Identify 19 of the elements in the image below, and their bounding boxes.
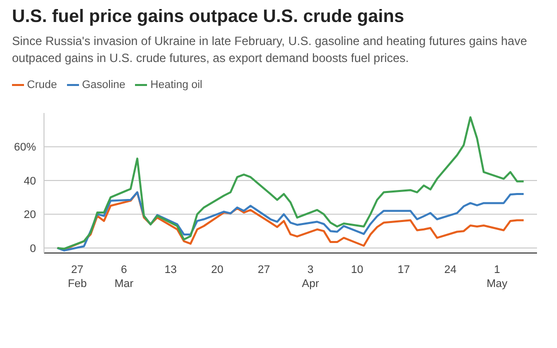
y-tick-label: 0	[30, 242, 36, 255]
legend-label: Heating oil	[149, 79, 202, 91]
x-tick-label: 20	[211, 264, 224, 276]
x-tick-label: 17	[398, 264, 410, 276]
y-tick-label: 20	[24, 209, 36, 222]
y-tick-label: 40	[24, 175, 36, 188]
chart-subtitle: Since Russia's invasion of Ukraine in late February, U.S. gasoline and heating futures gains have outpaced gains in U.S. crude futures, as export demand boosts fuel prices.	[12, 33, 528, 67]
x-tick-label: 6 Mar	[114, 264, 134, 290]
x-tick-label: 1 May	[486, 264, 508, 290]
x-tick-label: 27	[258, 264, 270, 276]
x-tick-label: 24	[444, 264, 457, 276]
x-tick-label: 10	[350, 264, 364, 276]
x-tick-label: 13	[164, 264, 177, 276]
legend-label: Crude	[26, 79, 57, 91]
y-tick-label: 60%	[14, 142, 36, 154]
legend-label: Gasoline	[80, 79, 126, 91]
x-tick-label: 27 Feb	[68, 264, 87, 290]
chart-title: U.S. fuel price gains outpace U.S. crude gains	[12, 6, 406, 27]
x-tick-label: 3 Apr	[302, 264, 320, 290]
